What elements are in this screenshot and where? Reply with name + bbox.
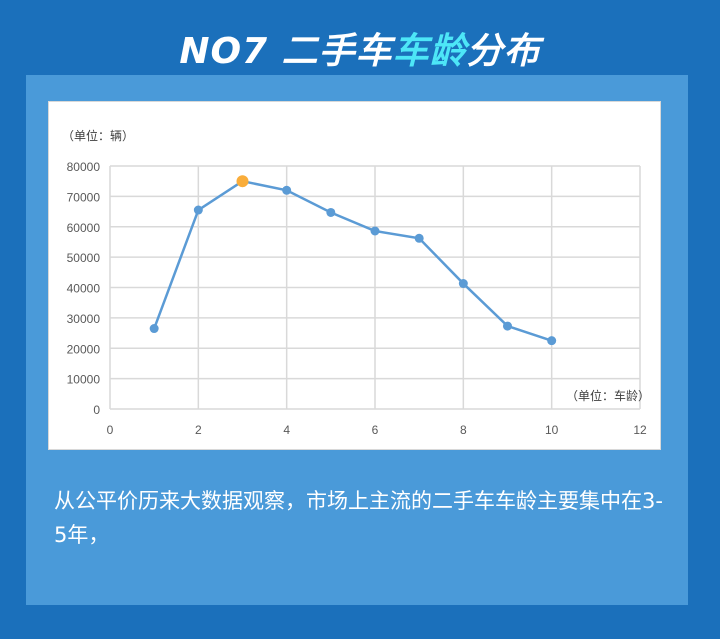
y-tick-label: 20000: [67, 342, 101, 356]
x-axis-label: （单位：车龄）: [566, 388, 650, 403]
page-title: NO7 二手车车龄分布: [0, 22, 720, 74]
data-point: [370, 226, 380, 236]
y-tick-label: 70000: [67, 190, 101, 204]
data-point: [458, 279, 468, 289]
title-suffix: 分布: [466, 31, 541, 72]
x-tick-label: 10: [545, 423, 559, 437]
x-tick-label: 8: [460, 423, 467, 437]
caption-text: 从公平价历来大数据观察，市场上主流的二手车车龄主要集中在3-5年，: [54, 489, 663, 547]
data-point: [149, 324, 159, 334]
title-highlight: 车龄: [392, 31, 467, 72]
y-tick-label: 10000: [67, 373, 101, 387]
data-point: [503, 321, 512, 331]
y-tick-label: 80000: [67, 160, 101, 174]
y-tick-label: 60000: [67, 221, 101, 235]
data-point: [326, 207, 336, 217]
y-axis-label: （单位：辆）: [62, 128, 134, 143]
x-tick-label: 6: [372, 423, 379, 437]
data-point: [414, 233, 424, 243]
y-tick-label: 50000: [67, 251, 101, 265]
data-point: [282, 185, 292, 195]
highlight-point: [236, 175, 249, 188]
data-point: [547, 336, 557, 346]
y-tick-label: 40000: [67, 282, 101, 296]
chart-card: [48, 101, 661, 450]
x-tick-label: 2: [195, 423, 202, 437]
x-tick-label: 0: [107, 423, 114, 437]
data-point: [193, 205, 203, 215]
x-tick-label: 12: [633, 423, 647, 437]
x-tick-label: 4: [283, 423, 290, 437]
series-line: [152, 179, 553, 342]
y-tick-label: 0: [93, 403, 100, 417]
y-tick-label: 30000: [67, 312, 101, 326]
title-prefix: NO7 二手车: [179, 31, 393, 72]
